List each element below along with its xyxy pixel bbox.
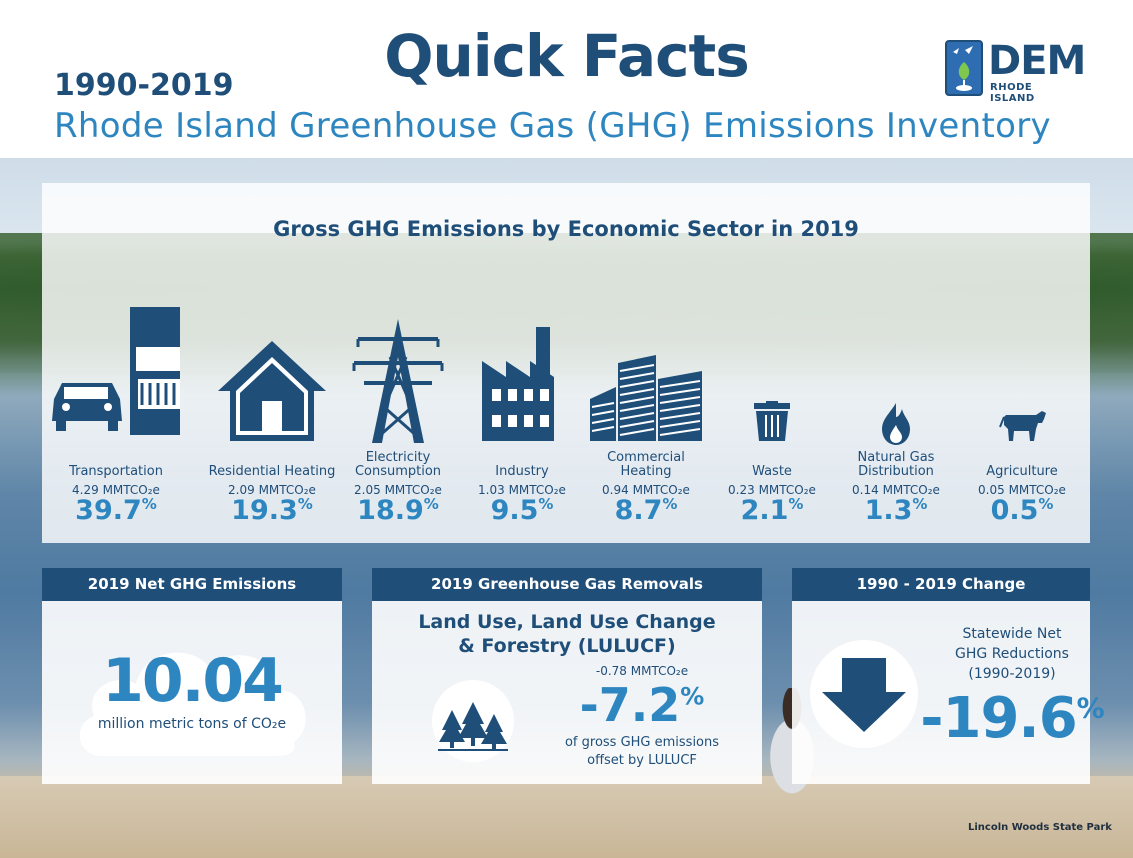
change-label: Statewide Net GHG Reductions (1990-2019) xyxy=(922,624,1102,684)
sector-percent: 19.3% xyxy=(231,495,313,526)
down-arrow-icon xyxy=(810,640,918,748)
lulucf-desc-line: of gross GHG emissions xyxy=(564,735,720,750)
sector-label: Commercial Heating xyxy=(607,450,685,479)
card-heading: 1990 - 2019 Change xyxy=(792,568,1090,601)
change-label-line: (1990-2019) xyxy=(968,666,1056,682)
factory-icon xyxy=(458,325,586,449)
sector-percent: 8.7% xyxy=(614,495,678,526)
buildings-icon xyxy=(582,353,710,447)
sector-amount: 4.29 MMTCO₂e xyxy=(72,483,160,497)
sector-amount: 0.23 MMTCO₂e xyxy=(728,483,816,497)
house-icon xyxy=(208,339,336,447)
dem-logo: DEM RHODE ISLAND xyxy=(945,38,1086,104)
sector-percent: 1.3% xyxy=(864,495,928,526)
change-percent: -19.6% xyxy=(920,686,1104,751)
sector-commercial-heating: Commercial Heating 0.94 MMTCO₂e 8.7% xyxy=(582,183,710,543)
panel-title: Gross GHG Emissions by Economic Sector i… xyxy=(273,217,859,241)
header: Quick Facts 1990-2019 Rhode Island Green… xyxy=(0,0,1133,158)
sector-amount: 0.05 MMTCO₂e xyxy=(978,483,1066,497)
sector-natural-gas-distribution: Natural Gas Distribution 0.14 MMTCO₂e 1.… xyxy=(832,183,960,543)
net-emissions-card: 2019 Net GHG Emissions 10.04 million met… xyxy=(42,568,342,784)
sector-residential-heating: Residential Heating 2.09 MMTCO₂e 19.3% xyxy=(208,183,336,543)
sector-waste: Waste 0.23 MMTCO₂e 2.1% xyxy=(708,183,836,543)
sector-percent: 0.5% xyxy=(990,495,1054,526)
lulucf-title-line: & Forestry (LULUCF) xyxy=(458,635,676,657)
card-heading: 2019 Net GHG Emissions xyxy=(42,568,342,601)
sector-industry: Industry 1.03 MMTCO₂e 9.5% xyxy=(458,183,586,543)
logo-subtext: RHODE ISLAND xyxy=(990,82,1035,104)
sector-agriculture: Agriculture 0.05 MMTCO₂e 0.5% xyxy=(958,183,1086,543)
sector-percent: 18.9% xyxy=(357,495,439,526)
net-emissions-value: 10.04 xyxy=(102,646,284,716)
lulucf-percent: -7.2% xyxy=(579,678,705,732)
lulucf-desc-line: offset by LULUCF xyxy=(587,753,697,768)
sector-amount: 1.03 MMTCO₂e xyxy=(478,483,566,497)
lulucf-amount: -0.78 MMTCO₂e xyxy=(595,664,689,678)
lulucf-title: Land Use, Land Use Change & Forestry (LU… xyxy=(372,610,762,658)
sector-emissions-panel: Gross GHG Emissions by Economic Sector i… xyxy=(42,183,1090,543)
cloud-icon xyxy=(72,628,312,758)
year-range: 1990-2019 xyxy=(54,68,234,103)
sector-amount: 0.94 MMTCO₂e xyxy=(602,483,690,497)
change-label-line: GHG Reductions xyxy=(955,646,1069,662)
sector-electricity-consumption: Electricity Consumption 2.05 MMTCO₂e 18.… xyxy=(334,183,462,543)
cow-icon xyxy=(958,407,1086,447)
sector-label: Agriculture xyxy=(986,464,1058,479)
trees-icon xyxy=(432,680,514,762)
sector-amount: 2.09 MMTCO₂e xyxy=(228,483,316,497)
beach-sand xyxy=(0,776,1133,858)
change-card: 1990 - 2019 Change Statewide Net GHG Red… xyxy=(792,568,1105,784)
photo-caption: Lincoln Woods State Park xyxy=(968,822,1112,833)
page-title: Quick Facts xyxy=(384,22,750,90)
sector-label: Waste xyxy=(752,464,792,479)
sector-label: Industry xyxy=(495,464,549,479)
net-emissions-unit: million metric tons of CO₂e xyxy=(97,716,287,732)
trash-can-icon xyxy=(708,401,836,447)
page-subtitle: Rhode Island Greenhouse Gas (GHG) Emissi… xyxy=(54,106,1051,146)
sector-percent: 39.7% xyxy=(75,495,157,526)
sector-amount: 0.14 MMTCO₂e xyxy=(852,483,940,497)
logo-text: DEM xyxy=(988,38,1086,84)
sector-transportation: Transportation 4.29 MMTCO₂e 39.7% xyxy=(52,183,206,543)
sector-label: Electricity Consumption xyxy=(354,450,442,479)
lulucf-description: of gross GHG emissions offset by LULUCF xyxy=(532,734,752,770)
card-heading: 2019 Greenhouse Gas Removals xyxy=(372,568,762,601)
sector-label: Natural Gas Distribution xyxy=(857,450,935,479)
sector-amount: 2.05 MMTCO₂e xyxy=(354,483,442,497)
sector-label: Residential Heating xyxy=(208,464,336,479)
sector-label: Transportation xyxy=(69,464,163,479)
sector-percent: 9.5% xyxy=(490,495,554,526)
flame-icon xyxy=(832,403,960,449)
power-tower-icon xyxy=(334,317,462,449)
lulucf-title-line: Land Use, Land Use Change xyxy=(418,611,716,633)
sector-percent: 2.1% xyxy=(740,495,804,526)
dem-emblem-icon xyxy=(945,40,983,96)
ghg-removals-card: 2019 Greenhouse Gas Removals Land Use, L… xyxy=(372,568,762,784)
change-label-line: Statewide Net xyxy=(962,626,1062,642)
car-truck-icon xyxy=(52,303,206,447)
